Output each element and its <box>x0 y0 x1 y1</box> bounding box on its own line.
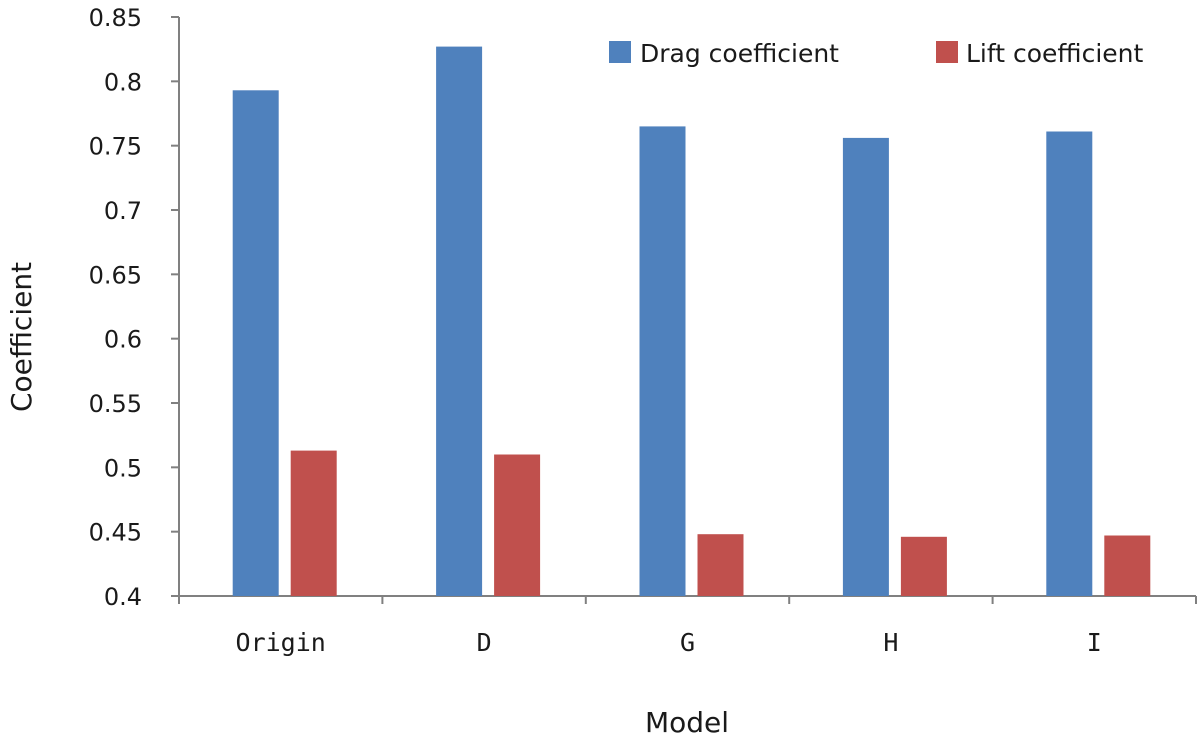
x-tick-label-origin: Origin <box>236 628 326 657</box>
x-tick-label-d: D <box>477 628 492 657</box>
bar-drag-d <box>436 46 483 597</box>
y-axis-title: Coefficient <box>5 262 38 412</box>
legend-item-lift: Lift coefficient <box>936 39 1143 68</box>
bar-drag-i <box>1046 131 1093 596</box>
y-tick-label: 0.85 <box>89 4 142 32</box>
y-tick-label: 0.7 <box>104 197 142 225</box>
bar-drag-h <box>842 137 889 596</box>
legend-swatch-lift <box>936 41 958 63</box>
y-tick-label: 0.8 <box>104 68 142 96</box>
y-tick-label: 0.45 <box>89 519 142 547</box>
legend: Drag coefficient Lift coefficient <box>609 39 1143 68</box>
x-tick-label-i: I <box>1087 628 1102 657</box>
bar-lift-g <box>697 534 744 596</box>
legend-swatch-drag <box>609 41 631 63</box>
y-tick-label: 0.55 <box>89 390 142 418</box>
y-tick-label: 0.65 <box>89 261 142 289</box>
x-ticks-group: Origin D G H I <box>178 596 1197 657</box>
bar-lift-d <box>494 454 541 596</box>
bar-lift-h <box>900 536 947 596</box>
x-axis-title: Model <box>645 706 729 737</box>
x-tick-label-h: H <box>883 628 898 657</box>
bar-lift-i <box>1104 535 1151 596</box>
bar-drag-g <box>639 126 686 597</box>
y-tick-label: 0.75 <box>89 133 142 161</box>
y-tick-label: 0.4 <box>104 583 142 611</box>
legend-label-lift: Lift coefficient <box>966 39 1143 68</box>
x-tick-label-g: G <box>680 628 695 657</box>
y-tick-label: 0.6 <box>104 326 142 354</box>
y-ticks-group: 0.4 0.45 0.5 0.55 0.6 0.65 0.7 0.75 0.8 0.85 <box>89 4 179 611</box>
bar-lift-origin <box>290 450 337 596</box>
bar-drag-origin <box>232 90 279 597</box>
legend-item-drag: Drag coefficient <box>609 39 839 68</box>
legend-label-drag: Drag coefficient <box>640 39 839 68</box>
y-tick-label: 0.5 <box>104 454 142 482</box>
bars-group <box>232 46 1151 597</box>
